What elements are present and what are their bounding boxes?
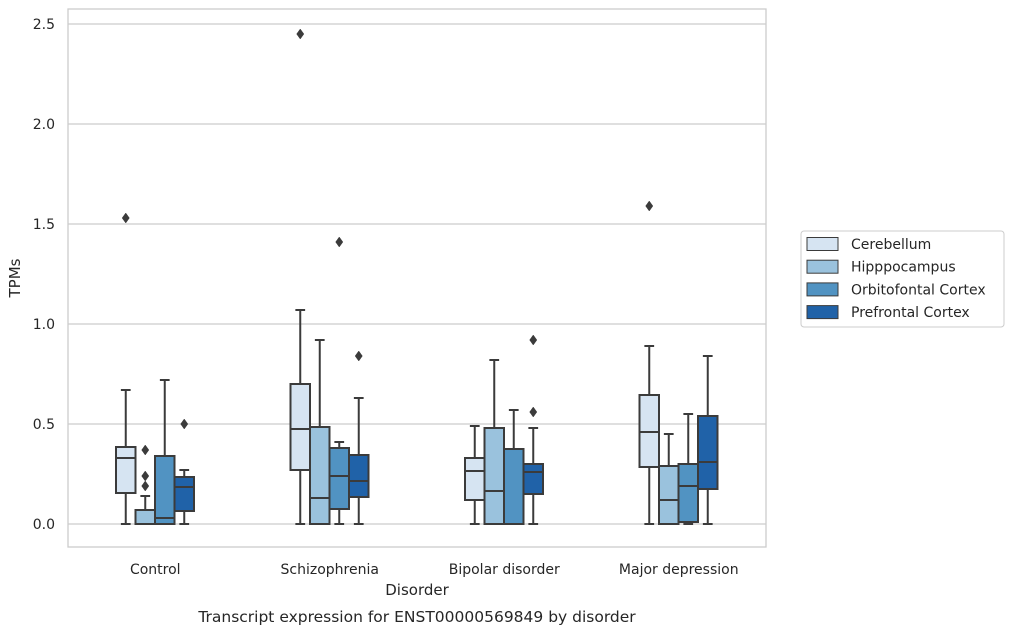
iqr-box <box>328 447 350 510</box>
iqr-box <box>483 427 505 525</box>
box-2-0 <box>154 379 176 525</box>
y-tick-label: 1.5 <box>33 217 55 233</box>
legend-label: Orbitofontal Cortex <box>851 282 986 298</box>
iqr-box <box>134 509 156 525</box>
boxes <box>115 28 719 525</box>
outlier-point <box>121 212 130 224</box>
y-tick-label: 0.5 <box>33 417 55 433</box>
iqr-box <box>522 463 544 495</box>
box-2-3 <box>677 413 699 525</box>
x-tick-labels: Control Schizophrenia Bipolar disorder Majo… <box>130 562 739 578</box>
outlier-point <box>529 334 538 346</box>
legend-label: Hipppocampus <box>851 260 956 276</box>
box-3-2 <box>522 334 544 525</box>
legend-swatch <box>806 237 839 251</box>
box-0-1 <box>289 28 311 525</box>
iqr-box <box>309 426 331 525</box>
y-tick-label: 2.0 <box>33 117 55 133</box>
legend-swatch <box>806 259 839 274</box>
box-3-3 <box>697 355 719 525</box>
box-2-2 <box>503 409 525 525</box>
iqr-box <box>464 457 486 501</box>
y-axis-label: TPMs <box>6 258 24 298</box>
box-0-3 <box>638 200 660 525</box>
x-tick-label: Bipolar disorder <box>449 562 560 578</box>
box-1-2 <box>483 359 505 525</box>
outlier-point <box>529 406 538 418</box>
plot-frame <box>67 8 767 548</box>
legend-frame <box>800 230 1005 328</box>
legend-label: Prefrontal Cortex <box>851 305 970 321</box>
iqr-box <box>348 454 370 498</box>
outlier-point <box>335 236 344 248</box>
legend-label: Cerebellum <box>851 237 931 253</box>
box-0-0 <box>115 212 137 525</box>
box-3-0 <box>173 418 195 525</box>
y-tick-labels: 0.0 0.5 1.0 1.5 2.0 2.5 <box>33 17 55 533</box>
iqr-box <box>115 446 137 494</box>
outlier-point <box>645 200 654 212</box>
figure-caption: Transcript expression for ENST0000056984… <box>197 608 636 626</box>
x-tick-label: Schizophrenia <box>281 562 379 578</box>
legend-swatch <box>806 282 839 297</box>
outlier-point <box>354 350 363 362</box>
iqr-box <box>503 448 525 525</box>
iqr-box <box>677 463 699 523</box>
outlier-point <box>141 444 150 456</box>
box-1-0 <box>134 444 156 525</box>
legend-swatch <box>806 305 839 320</box>
iqr-box <box>154 455 176 525</box>
iqr-box <box>289 383 311 471</box>
iqr-box <box>658 465 680 525</box>
iqr-box <box>173 476 195 512</box>
x-tick-label: Major depression <box>619 562 739 578</box>
y-tick-label: 1.0 <box>33 317 55 333</box>
iqr-box <box>697 415 719 490</box>
outlier-point <box>141 480 150 492</box>
outlier-point <box>180 418 189 430</box>
legend: Cerebellum Hipppocampus Orbitofontal Corte… <box>800 230 1005 328</box>
y-tick-label: 2.5 <box>33 17 55 33</box>
x-tick-label: Control <box>130 562 181 578</box>
outlier-point <box>296 28 305 40</box>
box-3-1 <box>348 350 370 525</box>
x-axis-label: Disorder <box>385 581 449 599</box>
y-tick-label: 0.0 <box>33 517 55 533</box>
